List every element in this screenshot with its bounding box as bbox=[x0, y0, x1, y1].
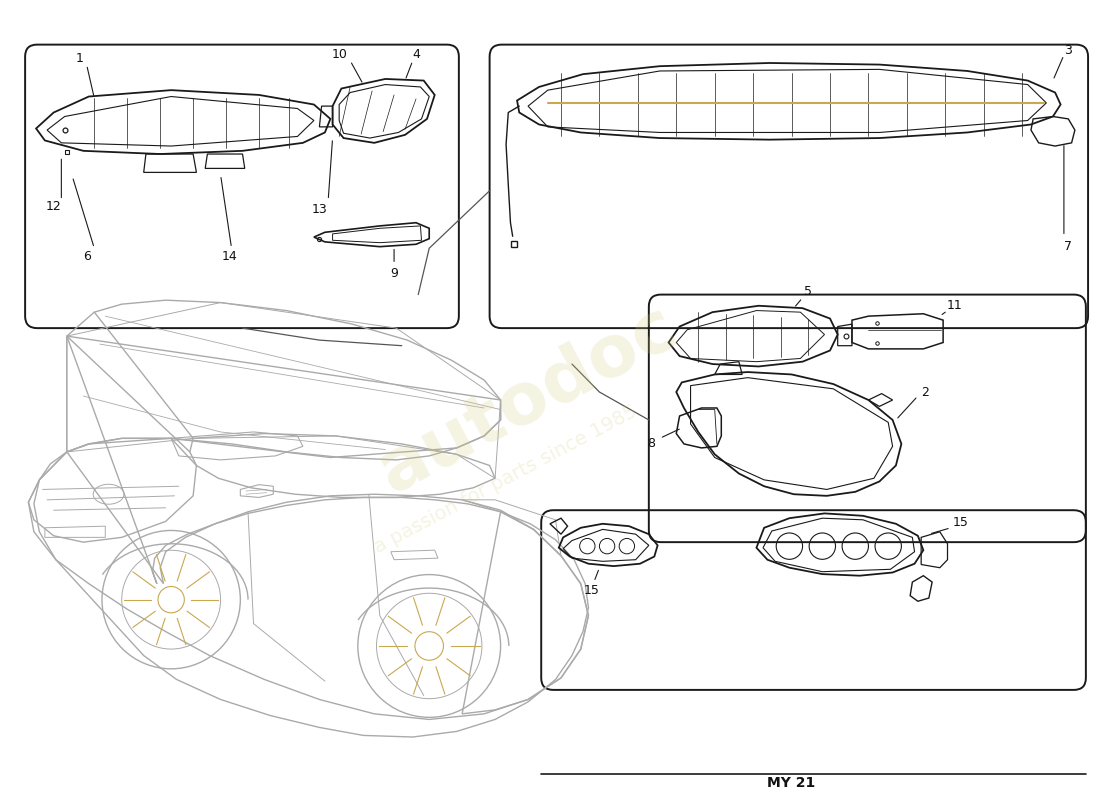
Text: MY 21: MY 21 bbox=[768, 776, 816, 790]
Text: 5: 5 bbox=[804, 285, 812, 298]
Text: 8: 8 bbox=[647, 438, 654, 450]
Text: 3: 3 bbox=[1065, 44, 1072, 57]
Text: 14: 14 bbox=[221, 250, 238, 262]
Text: 13: 13 bbox=[311, 203, 328, 217]
Text: a passion for parts since 1985: a passion for parts since 1985 bbox=[372, 402, 640, 558]
Text: 7: 7 bbox=[1065, 240, 1072, 253]
Text: 2: 2 bbox=[922, 386, 930, 398]
Text: 11: 11 bbox=[946, 299, 962, 312]
Text: 10: 10 bbox=[331, 49, 348, 62]
Text: 15: 15 bbox=[953, 516, 969, 529]
Text: 6: 6 bbox=[82, 250, 90, 262]
Text: 12: 12 bbox=[46, 200, 62, 214]
Text: 9: 9 bbox=[390, 267, 398, 280]
Text: autodoc: autodoc bbox=[366, 292, 690, 508]
Text: 15: 15 bbox=[584, 583, 600, 597]
Text: 1: 1 bbox=[76, 53, 84, 66]
Text: 4: 4 bbox=[412, 49, 420, 62]
